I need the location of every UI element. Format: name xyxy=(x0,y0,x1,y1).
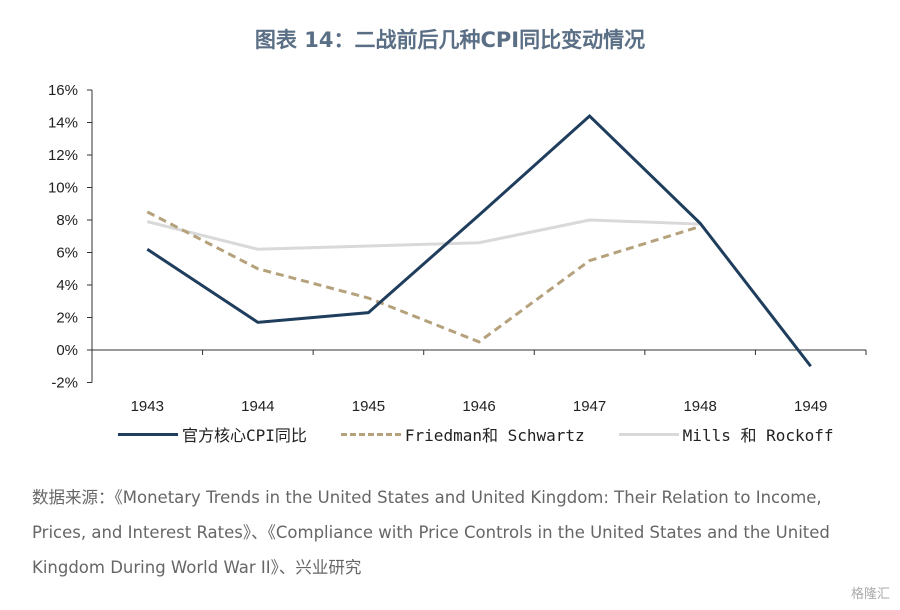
y-tick-label: 8% xyxy=(56,212,78,229)
x-tick-label: 1946 xyxy=(462,398,495,415)
legend-label: Friedman和 Schwartz xyxy=(404,426,585,445)
legend-swatch xyxy=(618,432,679,436)
source-note: 数据来源：《Monetary Trends in the United Stat… xyxy=(32,488,830,577)
y-tick-label: 10% xyxy=(48,180,78,197)
legend-item: 官方核心CPI同比 xyxy=(118,422,307,446)
legend-item: Mills 和 Rockoff xyxy=(618,422,834,446)
y-tick-label: 2% xyxy=(56,310,78,327)
y-tick-label: 0% xyxy=(56,342,78,359)
legend-label: 官方核心CPI同比 xyxy=(182,426,307,445)
y-tick-label: 12% xyxy=(48,147,78,164)
x-tick-label: 1943 xyxy=(131,398,164,415)
series-line-0 xyxy=(146,113,812,368)
y-tick-label: 4% xyxy=(56,277,78,294)
y-tick-label: 16% xyxy=(48,82,78,99)
legend-item: Friedman和 Schwartz xyxy=(340,422,585,446)
legend-label: Mills 和 Rockoff xyxy=(682,426,834,445)
legend-swatch xyxy=(118,432,178,436)
x-tick-label: 1944 xyxy=(241,398,274,415)
line-chart: -2% 0% 2% 4% 6% 8% 10% 12% 14% 16% 1943 1944 1945 194… xyxy=(48,82,867,415)
legend-swatch xyxy=(340,432,401,436)
x-tick-label: 1948 xyxy=(683,398,716,415)
y-tick-label: -2% xyxy=(51,375,78,392)
y-tick-label: 6% xyxy=(56,245,78,262)
chart-title: 图表 14：二战前后几种CPI同比变动情况 xyxy=(254,28,646,52)
x-tick-label: 1945 xyxy=(352,398,385,415)
series-line-1 xyxy=(146,210,701,344)
x-tick-label: 1949 xyxy=(794,398,827,415)
legend: 官方核心CPI同比 Friedman和 Schwartz Mills 和 Rocko… xyxy=(118,422,834,446)
watermark: 格隆汇 xyxy=(850,587,890,602)
series-line-2 xyxy=(146,218,701,251)
y-tick-label: 14% xyxy=(48,115,78,132)
x-tick-label: 1947 xyxy=(573,398,606,415)
